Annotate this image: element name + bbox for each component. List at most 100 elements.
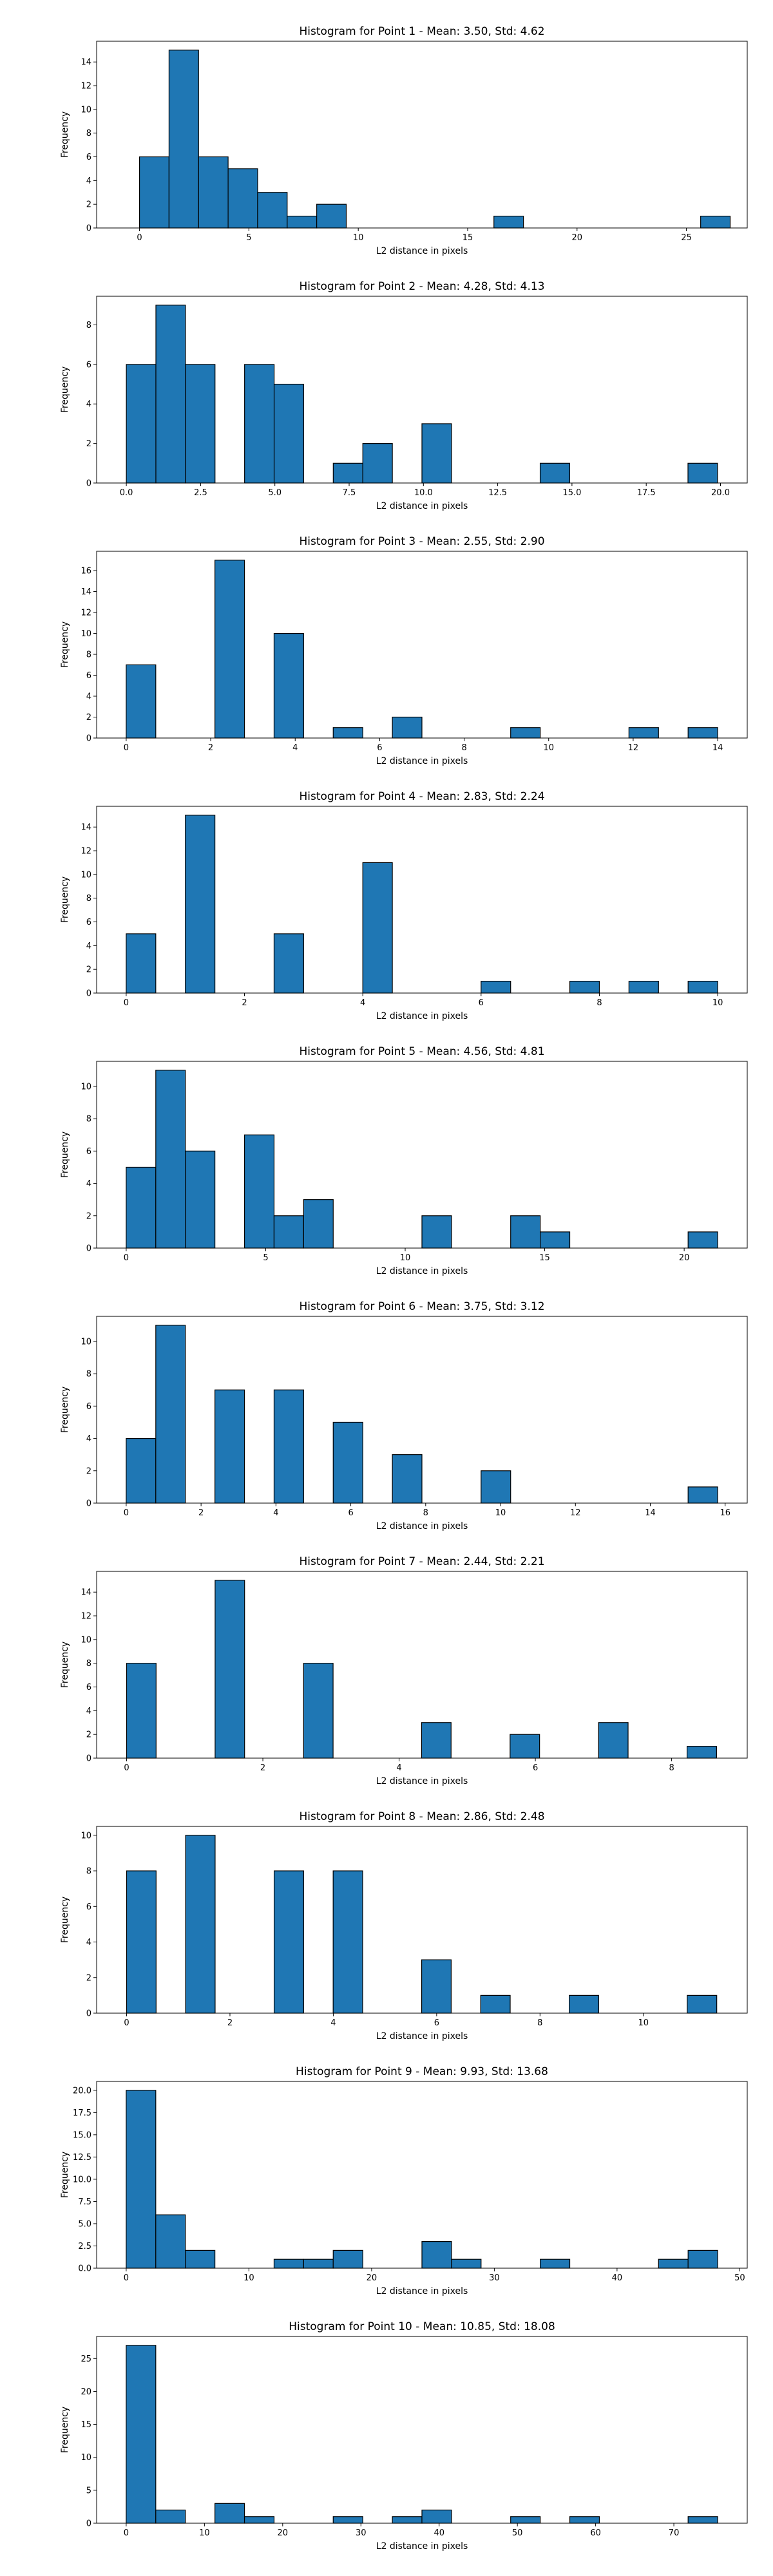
y-tick-label: 8: [86, 321, 91, 330]
histogram-bar: [303, 2259, 334, 2269]
axes-frame: [96, 1316, 748, 1504]
x-tick-label: 6: [434, 2018, 439, 2028]
y-tick-label: 14: [81, 1588, 91, 1598]
histogram-bar: [227, 168, 258, 229]
histogram-panel-1: Histogram for Point 1 - Mean: 3.50, Std:…: [60, 25, 748, 256]
histogram-panel-6: Histogram for Point 6 - Mean: 3.75, Std:…: [60, 1300, 748, 1531]
histogram-bar: [126, 1663, 157, 1759]
histogram-bar: [126, 364, 157, 484]
histogram-bar: [421, 423, 452, 484]
histogram-bar: [687, 727, 718, 739]
histogram-panel-4: Histogram for Point 4 - Mean: 2.83, Std:…: [60, 790, 748, 1021]
x-axis-label: L2 distance in pixels: [376, 756, 468, 766]
axes-frame: [96, 551, 748, 739]
histogram-bar: [392, 2516, 423, 2524]
x-tick-label: 30: [356, 2528, 367, 2538]
y-tick-label: 16: [81, 567, 91, 576]
x-tick-label: 5.0: [268, 488, 282, 498]
axes-frame: [96, 2336, 748, 2524]
histogram-bar: [540, 1231, 571, 1249]
y-tick-label: 14: [81, 587, 91, 597]
chart-title: Histogram for Point 10 - Mean: 10.85, St…: [289, 2320, 555, 2333]
histogram-bar: [257, 192, 288, 229]
y-tick-label: 15.0: [73, 2130, 91, 2140]
histogram-bar: [687, 1745, 718, 1759]
histogram-bar: [273, 383, 305, 484]
y-tick-label: 8: [86, 894, 91, 904]
histogram-bar: [273, 1215, 304, 1249]
y-tick-label: 12: [81, 609, 91, 618]
histogram-bar: [421, 1959, 452, 2014]
histogram-bar: [569, 980, 600, 994]
histogram-bar: [332, 1421, 363, 1504]
chart-title: Histogram for Point 6 - Mean: 3.75, Std:…: [299, 1300, 544, 1313]
histogram-bar: [243, 2516, 275, 2524]
y-tick-label: 6: [86, 1683, 91, 1692]
y-tick-label: 8: [86, 1115, 91, 1124]
chart-title: Histogram for Point 5 - Mean: 4.56, Std:…: [299, 1045, 544, 1058]
y-tick-label: 25: [81, 2354, 91, 2364]
x-tick-label: 10: [543, 743, 554, 753]
x-tick-label: 0: [124, 2528, 129, 2538]
histogram-bar: [539, 462, 571, 484]
x-tick-label: 15.0: [562, 488, 581, 498]
histogram-bar: [569, 1994, 600, 2014]
x-tick-label: 0: [124, 998, 129, 1008]
y-tick-label: 4: [86, 1938, 91, 1947]
histogram-bar: [185, 1835, 216, 2014]
x-tick-label: 50: [512, 2528, 523, 2538]
histogram-bar: [126, 1870, 157, 2014]
x-tick-label: 0: [124, 2018, 129, 2028]
histogram-bar: [332, 727, 363, 739]
y-tick-label: 0.0: [78, 2264, 91, 2274]
histogram-bar: [700, 215, 731, 229]
y-axis-label: Frequency: [60, 621, 70, 668]
histogram-panel-5: Histogram for Point 5 - Mean: 4.56, Std:…: [60, 1045, 748, 1276]
y-tick-label: 6: [86, 1402, 91, 1412]
axes-frame: [96, 1061, 748, 1249]
y-axis-label: Frequency: [60, 366, 70, 413]
histogram-bar: [126, 2090, 157, 2269]
histogram-bar: [244, 364, 275, 484]
x-tick-label: 5: [263, 1253, 268, 1263]
x-tick-label: 0: [124, 1508, 129, 1518]
y-tick-label: 2: [86, 965, 91, 975]
y-tick-label: 6: [86, 1147, 91, 1157]
y-tick-label: 4: [86, 1179, 91, 1189]
x-tick-label: 0: [124, 743, 129, 753]
axes-frame: [96, 41, 748, 229]
histogram-bar: [481, 1470, 511, 1504]
histogram-bar: [303, 1199, 334, 1249]
histogram-bar: [421, 2509, 452, 2524]
y-tick-label: 4: [86, 1434, 91, 1444]
axes-frame: [96, 1826, 748, 2014]
histogram-bar: [126, 933, 157, 994]
histogram-bar: [155, 2509, 186, 2524]
histogram-bar: [332, 1870, 363, 2014]
x-tick-label: 20.0: [711, 488, 730, 498]
axes-frame: [96, 2081, 748, 2269]
y-tick-label: 2: [86, 1973, 91, 1983]
x-tick-label: 15: [539, 1253, 550, 1263]
y-tick-label: 2: [86, 439, 91, 449]
x-tick-label: 12: [570, 1508, 581, 1518]
y-tick-label: 8: [86, 1867, 91, 1877]
y-tick-label: 14: [81, 823, 91, 833]
y-axis-label: Frequency: [60, 1642, 70, 1688]
y-tick-label: 6: [86, 918, 91, 927]
histogram-bar: [198, 156, 229, 229]
x-axis-label: L2 distance in pixels: [376, 1521, 468, 1531]
y-tick-label: 4: [86, 1707, 91, 1716]
histogram-panel-10: Histogram for Point 10 - Mean: 10.85, St…: [60, 2320, 748, 2552]
histogram-bar: [273, 632, 304, 739]
histogram-bar: [687, 2516, 718, 2524]
chart-title: Histogram for Point 4 - Mean: 2.83, Std:…: [299, 790, 544, 803]
histogram-bar: [540, 2259, 571, 2269]
y-tick-label: 4: [86, 692, 91, 702]
x-axis-label: L2 distance in pixels: [376, 1776, 468, 1786]
histogram-bar: [126, 2345, 157, 2524]
y-tick-label: 2.5: [78, 2242, 91, 2251]
y-tick-label: 6: [86, 671, 91, 681]
x-tick-label: 6: [533, 1763, 538, 1773]
x-tick-label: 12.5: [488, 488, 507, 498]
